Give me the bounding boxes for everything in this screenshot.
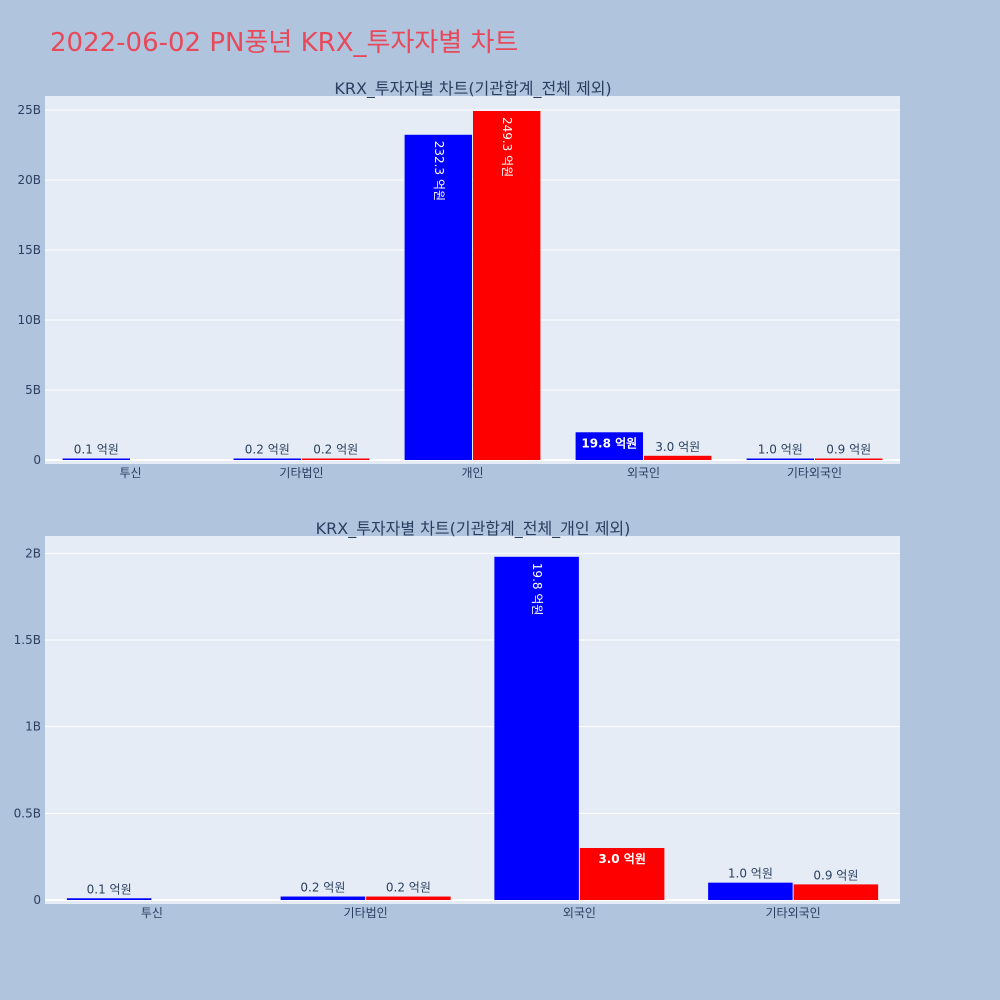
data-label-0-0-2: 232.3 억원: [432, 141, 446, 201]
bar-0-0-1: [233, 458, 301, 460]
y-tick-1-4: 2B: [25, 546, 41, 560]
data-label-0-1-2: 249.3 억원: [500, 117, 514, 177]
data-label-0-0-3: 19.8 억원: [581, 436, 637, 450]
x-tick-0-2: 개인: [461, 466, 483, 480]
y-tick-1-1: 0.5B: [14, 806, 41, 820]
bar-1-0-1: [280, 896, 366, 900]
data-label-1-0-1: 0.2 억원: [300, 881, 345, 895]
y-tick-1-3: 1.5B: [14, 633, 41, 647]
chart-title-0: KRX_투자자별 차트(기관합계_전체 제외): [334, 79, 611, 99]
y-tick-0-2: 10B: [17, 313, 41, 327]
bar-0-0-4: [746, 458, 814, 460]
x-tick-1-2: 외국인: [563, 906, 596, 920]
y-tick-0-3: 15B: [17, 243, 41, 257]
data-label-1-0-2: 19.8 억원: [530, 563, 544, 616]
data-label-0-0-1: 0.2 억원: [245, 443, 290, 457]
data-label-1-0-3: 1.0 억원: [728, 867, 773, 881]
bar-1-0-3: [708, 882, 793, 900]
y-tick-1-0: 0: [33, 893, 41, 907]
data-label-1-1-3: 0.9 억원: [813, 868, 858, 882]
data-label-1-1-1: 0.2 억원: [386, 881, 431, 895]
bar-1-0-2: [494, 556, 579, 900]
bar-0-0-3: [575, 432, 643, 460]
x-tick-1-0: 투신: [141, 906, 163, 920]
data-label-0-1-1: 0.2 억원: [313, 443, 358, 457]
x-tick-0-3: 외국인: [627, 466, 660, 480]
bar-0-1-4: [815, 458, 883, 460]
bar-1-1-3: [793, 884, 879, 900]
bar-0-0-2: [404, 134, 472, 460]
bar-0-1-3: [644, 455, 712, 460]
page-title: 2022-06-02 PN풍년 KRX_투자자별 차트: [50, 28, 519, 58]
plot-area-1: [45, 536, 900, 904]
x-tick-1-3: 기타외국인: [766, 906, 821, 920]
x-tick-0-1: 기타법인: [279, 466, 323, 480]
bar-1-1-1: [366, 896, 451, 900]
data-label-0-1-4: 0.9 억원: [826, 443, 871, 457]
y-tick-1-2: 1B: [25, 720, 41, 734]
bar-0-1-2: [473, 110, 541, 460]
bar-1-1-2: [579, 848, 665, 900]
bar-0-1-1: [302, 458, 370, 460]
data-label-1-1-2: 3.0 억원: [598, 852, 646, 866]
data-label-0-0-0: 0.1 억원: [74, 443, 119, 457]
data-label-0-0-4: 1.0 억원: [758, 443, 803, 457]
y-tick-0-4: 20B: [17, 173, 41, 187]
data-label-1-0-0: 0.1 억원: [87, 882, 132, 896]
y-tick-0-5: 25B: [17, 103, 41, 117]
y-tick-0-1: 5B: [25, 383, 41, 397]
x-tick-0-4: 기타외국인: [787, 466, 842, 480]
y-tick-0-0: 0: [33, 453, 41, 467]
bar-0-0-0: [62, 458, 130, 460]
data-label-0-1-3: 3.0 억원: [655, 440, 700, 454]
plot-area-0: [45, 96, 900, 464]
bar-1-0-0: [66, 898, 152, 900]
chart-title-1: KRX_투자자별 차트(기관합계_전체_개인 제외): [316, 519, 631, 539]
x-tick-0-0: 투신: [119, 466, 141, 480]
x-tick-1-1: 기타법인: [344, 906, 388, 920]
